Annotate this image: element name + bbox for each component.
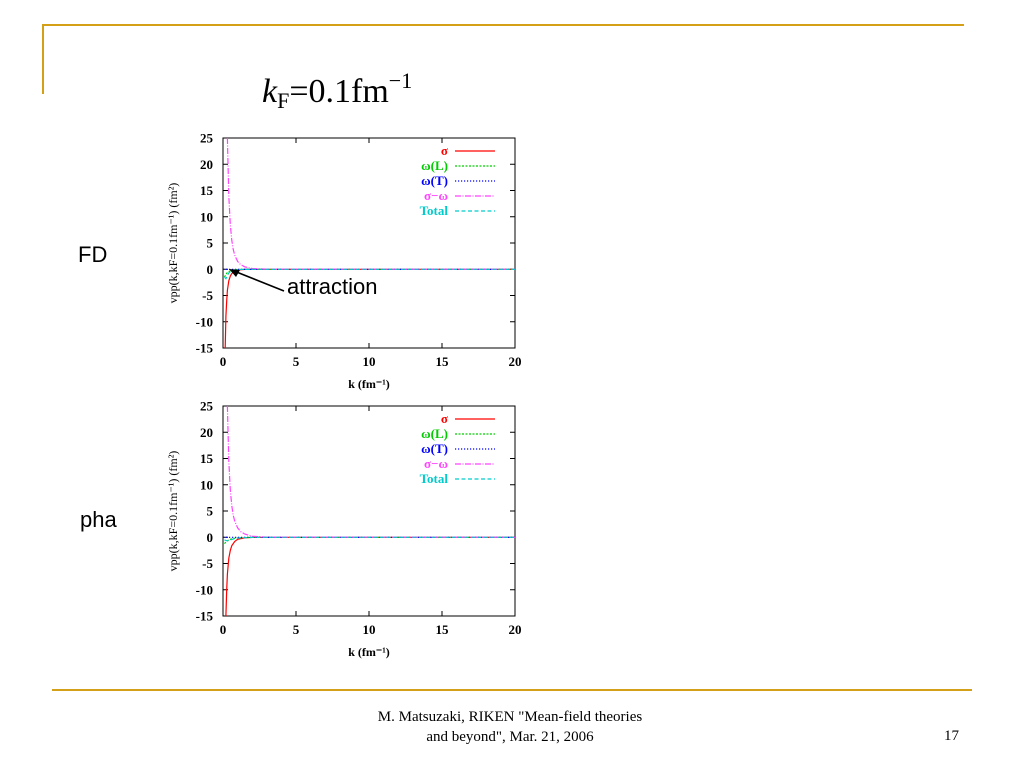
x-tick-label: 5 [293,622,300,637]
y-tick-label: 10 [200,477,213,492]
x-axis-label: k (fm⁻¹) [348,377,390,391]
plot-frame [222,405,516,617]
series-line-total [224,268,515,280]
series-line-sigma [225,536,515,616]
x-tick-label: 15 [436,354,450,369]
x-axis-label: k (fm⁻¹) [348,645,390,659]
y-tick-label: 10 [200,209,213,224]
x-tick-label: 20 [509,622,522,637]
y-axis-label: vpp(k,kF=0.1fm⁻¹) (fm²) [166,183,180,304]
series-line-sigma_omega [226,406,515,538]
y-tick-label: 15 [200,451,214,466]
y-tick-label: -15 [196,609,214,624]
y-tick-label: 25 [200,131,214,146]
legend-label-sigma: σ [441,411,448,426]
panel-label-pha: pha [80,507,117,532]
legend-label-omega_L: ω(L) [421,158,448,173]
y-tick-label: 20 [200,157,213,172]
legend-label-omega_L: ω(L) [421,426,448,441]
footer-citation: M. Matsuzaki, RIKEN "Mean-field theories… [340,707,680,747]
legend-label-total: Total [420,471,449,486]
title-sub: F [277,88,290,113]
series-line-sigma_omega [226,138,515,270]
y-tick-label: 5 [207,504,214,519]
series-group [223,138,515,348]
series-line-omega_L [224,536,515,544]
top-rule [42,24,964,26]
y-tick-label: 20 [200,425,213,440]
panel-label-fd: FD [78,242,108,267]
legend-label-sigma_omega: σ−ω [424,456,448,471]
legend-label-total: Total [420,203,449,218]
title-eq: =0.1fm [289,73,389,110]
legend-label-sigma_omega: σ−ω [424,188,448,203]
y-tick-label: 0 [207,262,214,277]
attraction-label: attraction [287,274,378,299]
slide-title: kF=0.1fm−1 [262,68,412,114]
x-tick-label: 0 [220,622,227,637]
y-tick-label: -10 [196,314,213,329]
x-tick-label: 15 [436,622,450,637]
title-sup: −1 [388,68,413,93]
x-tick-label: 20 [509,354,522,369]
y-tick-label: 15 [200,183,214,198]
legend-label-sigma: σ [441,143,448,158]
page-number: 17 [944,728,959,744]
chart-fd: 25 20 15 10 5 0 -5 -10 -15 0 5 10 15 20 k (fm⁻¹) vpp(k,… [166,131,522,392]
x-tick-label: 10 [363,354,376,369]
attraction-arrow [229,269,285,292]
plot-frame [222,137,516,349]
x-tick-label: 0 [220,354,227,369]
chart-pha: 25 20 15 10 5 0 -5 -10 -15 0 5 10 15 20 k (fm⁻¹) vpp(k,… [166,399,522,660]
y-tick-label: 25 [200,399,214,414]
left-rule [42,24,44,94]
bottom-rule [52,689,972,691]
series-line-total [224,536,515,542]
y-tick-label: -5 [202,288,213,303]
legend-label-omega_T: ω(T) [421,441,448,456]
x-tick-label: 5 [293,354,300,369]
footer-line-1: M. Matsuzaki, RIKEN "Mean-field theories [377,709,643,725]
y-tick-label: 0 [207,530,214,545]
title-k: k [262,73,278,110]
footer-line-2: and beyond", Mar. 21, 2006 [426,729,594,745]
legend-label-omega_T: ω(T) [421,173,448,188]
y-tick-label: -15 [196,341,214,356]
y-tick-label: -5 [202,556,213,571]
y-axis-label: vpp(k,kF=0.1fm⁻¹) (fm²) [166,451,180,572]
y-tick-label: 5 [207,236,214,251]
y-tick-label: -10 [196,582,213,597]
series-group [223,406,515,616]
x-tick-label: 10 [363,622,376,637]
